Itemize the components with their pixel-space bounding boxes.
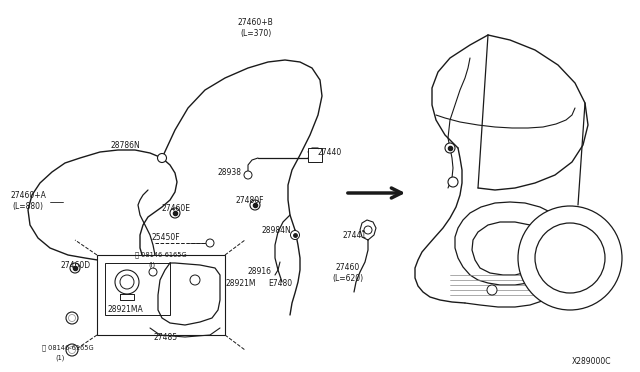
Text: 27460: 27460 bbox=[336, 263, 360, 273]
Circle shape bbox=[66, 344, 78, 356]
Text: 25450F: 25450F bbox=[152, 232, 180, 241]
Circle shape bbox=[149, 268, 157, 276]
Text: 28916: 28916 bbox=[248, 267, 272, 276]
Circle shape bbox=[448, 177, 458, 187]
Text: 27440: 27440 bbox=[318, 148, 342, 157]
Text: (L=880): (L=880) bbox=[12, 202, 43, 211]
Circle shape bbox=[291, 231, 300, 240]
Text: 27441: 27441 bbox=[343, 231, 367, 240]
Text: 28921M: 28921M bbox=[225, 279, 255, 288]
Circle shape bbox=[445, 143, 455, 153]
Text: E7480: E7480 bbox=[268, 279, 292, 288]
Text: 27480F: 27480F bbox=[235, 196, 264, 205]
Circle shape bbox=[68, 314, 76, 321]
Text: (1): (1) bbox=[55, 355, 65, 361]
Circle shape bbox=[170, 208, 180, 218]
Circle shape bbox=[70, 263, 80, 273]
Circle shape bbox=[120, 275, 134, 289]
Circle shape bbox=[364, 226, 372, 234]
Text: 28786N: 28786N bbox=[110, 141, 140, 150]
Text: 28921MA: 28921MA bbox=[107, 305, 143, 314]
Circle shape bbox=[535, 223, 605, 293]
Text: 28984N: 28984N bbox=[262, 225, 292, 234]
Text: (L=620): (L=620) bbox=[332, 273, 363, 282]
Bar bbox=[97, 255, 225, 335]
Bar bbox=[308, 148, 322, 162]
Text: Ⓑ 08146-6165G: Ⓑ 08146-6165G bbox=[42, 345, 93, 351]
Circle shape bbox=[157, 154, 166, 163]
Circle shape bbox=[206, 239, 214, 247]
Text: 27485: 27485 bbox=[153, 334, 177, 343]
Text: 28938: 28938 bbox=[218, 167, 242, 176]
Text: 27460+A: 27460+A bbox=[10, 190, 46, 199]
Bar bbox=[105, 263, 170, 315]
Text: Ⓑ 08146-6165G: Ⓑ 08146-6165G bbox=[135, 252, 187, 258]
Circle shape bbox=[66, 312, 78, 324]
Circle shape bbox=[68, 346, 76, 353]
Circle shape bbox=[244, 171, 252, 179]
Text: 27460E: 27460E bbox=[162, 203, 191, 212]
Circle shape bbox=[250, 200, 260, 210]
Text: (L=370): (L=370) bbox=[240, 29, 271, 38]
Circle shape bbox=[487, 285, 497, 295]
Text: 27460+B: 27460+B bbox=[238, 17, 274, 26]
Text: (I): (I) bbox=[148, 262, 155, 268]
Text: 27460D: 27460D bbox=[60, 260, 90, 269]
Circle shape bbox=[190, 275, 200, 285]
Text: X289000C: X289000C bbox=[572, 357, 611, 366]
Circle shape bbox=[518, 206, 622, 310]
Circle shape bbox=[115, 270, 139, 294]
